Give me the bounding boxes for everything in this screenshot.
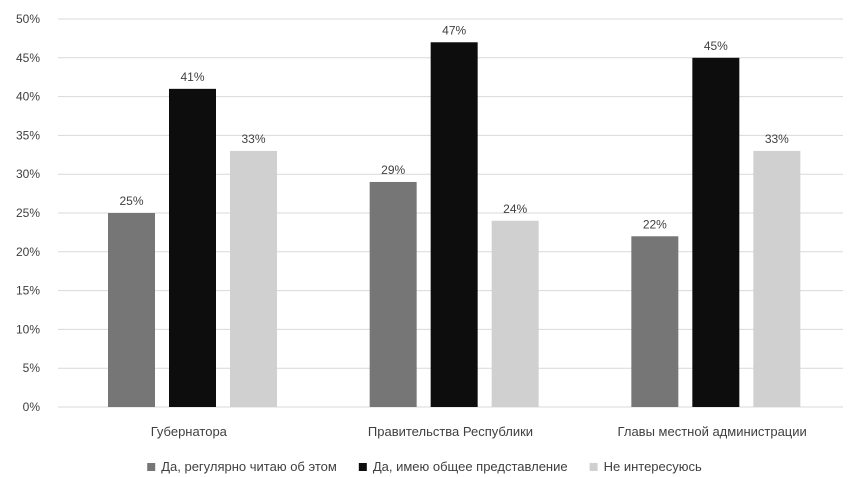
bar-2-3: [491, 220, 539, 407]
y-tick-label-40: 40%: [16, 90, 40, 104]
legend-swatch-1: [147, 463, 156, 471]
bar-1-2: [169, 88, 216, 407]
y-tick-label-45: 45%: [16, 51, 40, 65]
bar-2-1: [369, 181, 417, 407]
y-tick-label-50: 50%: [16, 12, 40, 26]
y-tick-label-25: 25%: [16, 206, 40, 220]
category-label-2: Правительства Республики: [368, 424, 533, 439]
data-label-2-1: 29%: [381, 163, 405, 177]
bar-2-2: [430, 42, 478, 407]
y-tick-label-15: 15%: [16, 284, 40, 298]
bars: [108, 42, 801, 408]
legend-label-2: Да, имею общее представление: [373, 459, 568, 474]
bar-1-1: [108, 213, 155, 407]
legend-swatch-2: [358, 463, 367, 471]
y-axis-ticks: 0% 5% 10% 15% 20% 25% 30% 35% 40% 45% 50%: [16, 12, 40, 414]
y-tick-label-35: 35%: [16, 128, 40, 142]
data-label-3-3: 33%: [765, 132, 789, 146]
y-tick-label-0: 0%: [23, 400, 41, 414]
data-label-3-1: 22%: [643, 217, 667, 231]
bar-1-3: [230, 150, 277, 408]
category-label-3: Главы местной администрации: [618, 424, 807, 439]
legend-swatch-3: [589, 463, 598, 471]
data-label-1-1: 25%: [119, 194, 143, 208]
legend-label-3: Не интересуюсь: [604, 459, 702, 474]
data-labels: 25% 41% 33% 29% 47% 24% 22% 45% 33%: [119, 23, 789, 231]
data-label-2-3: 24%: [503, 202, 527, 216]
category-label-1: Губернатора: [151, 424, 228, 439]
y-tick-label-5: 5%: [23, 361, 41, 375]
bar-3-2: [692, 57, 740, 408]
data-label-1-3: 33%: [241, 132, 265, 146]
bar-3-1: [631, 236, 679, 407]
x-axis-categories: Губернатора Правительства Республики Главы…: [151, 424, 807, 439]
data-label-2-2: 47%: [442, 23, 466, 37]
data-label-3-2: 45%: [704, 39, 728, 53]
bar-3-3: [753, 150, 801, 408]
legend: Да, регулярно читаю об этом Да, имею обще…: [147, 459, 702, 474]
data-label-1-2: 41%: [180, 70, 204, 84]
legend-label-1: Да, регулярно читаю об этом: [161, 459, 337, 474]
y-tick-label-10: 10%: [16, 322, 40, 336]
y-tick-label-20: 20%: [16, 245, 40, 259]
y-tick-label-30: 30%: [16, 167, 40, 181]
